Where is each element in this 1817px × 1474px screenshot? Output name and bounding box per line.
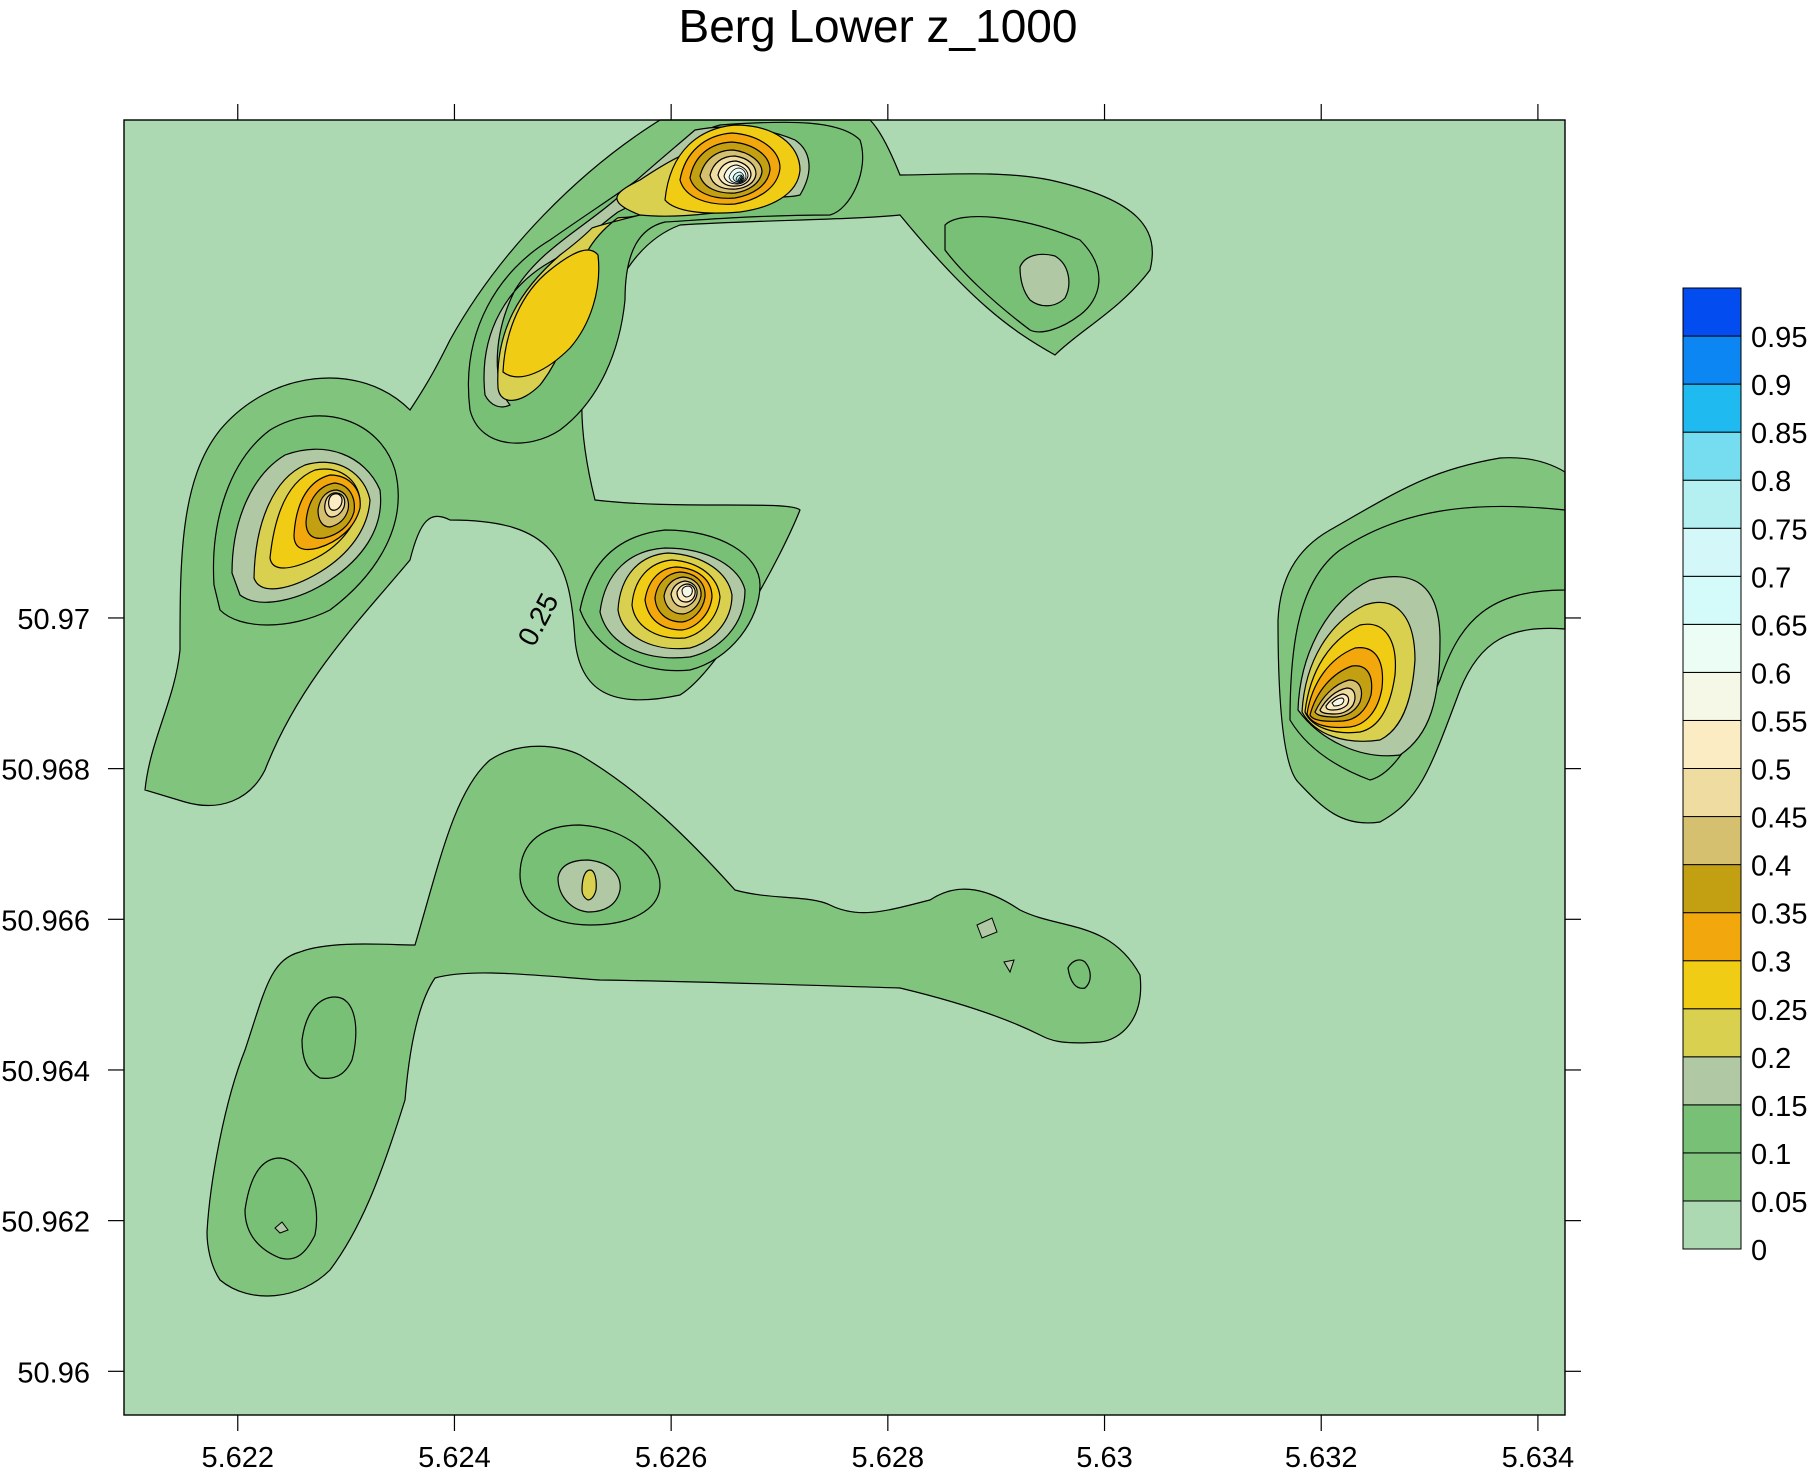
y-tick-label: 50.966 (1, 905, 90, 937)
legend-swatch (1682, 335, 1742, 385)
axes: 5.622 5.624 5.626 5.628 5.63 5.632 5.634 50.96 5… (1, 104, 1581, 1474)
legend-swatch (1682, 1008, 1742, 1058)
x-tick-label: 5.622 (201, 1442, 274, 1474)
legend-label: 0.75 (1751, 514, 1807, 546)
region-north-small (1019, 253, 1070, 307)
legend-label: 0 (1751, 1235, 1767, 1267)
contour-band-high (728, 167, 747, 184)
region-south-dot (581, 869, 597, 901)
legend-swatch (1682, 1200, 1742, 1250)
region-nw-h (328, 493, 343, 511)
y-tick-label: 50.97 (17, 604, 90, 636)
island-b (1003, 959, 1015, 974)
region-ne-c (502, 249, 600, 378)
legend-label: 0.4 (1751, 851, 1791, 883)
legend-swatch (1682, 287, 1742, 337)
legend-label: 0.35 (1751, 899, 1807, 931)
y-tick-label: 50.962 (1, 1207, 90, 1239)
region-east-i (1331, 697, 1345, 707)
legend-swatch (1682, 671, 1742, 721)
island-a (976, 917, 998, 939)
legend-swatch (1682, 719, 1742, 770)
legend-swatch (1682, 431, 1742, 481)
legend-label: 0.5 (1751, 755, 1791, 787)
legend-swatch (1682, 912, 1742, 962)
x-tick-label: 5.63 (1076, 1442, 1132, 1474)
region-south-west-a (301, 996, 357, 1080)
legend-label: 0.55 (1751, 706, 1807, 738)
region-mid-i (681, 585, 693, 598)
contour-islands (274, 917, 1015, 1234)
island-c (274, 1221, 289, 1234)
legend-label: 0.05 (1751, 1187, 1807, 1219)
legend-swatch (1682, 864, 1742, 914)
legend-swatch (1682, 479, 1742, 529)
legend-swatch (1682, 527, 1742, 577)
legend: 0 0.05 0.1 0.15 0.2 0.25 0.3 0.35 0.4 0.45 0.5 0.55… (1682, 287, 1807, 1267)
legend-swatch (1682, 575, 1742, 625)
x-tick-label: 5.628 (852, 1442, 925, 1474)
legend-swatch (1682, 816, 1742, 866)
legend-swatch (1682, 623, 1742, 673)
legend-swatch (1682, 960, 1742, 1010)
legend-label: 0.15 (1751, 1091, 1807, 1123)
y-tick-label: 50.96 (17, 1357, 90, 1389)
y-tick-label: 50.964 (1, 1056, 90, 1088)
region-south (206, 745, 1142, 1297)
legend-swatch (1682, 1152, 1742, 1202)
plot-frame (123, 119, 1566, 1416)
region-dot-a (1067, 959, 1091, 989)
chart-title: Berg Lower z_1000 (679, 0, 1078, 52)
x-tick-label: 5.624 (418, 1442, 491, 1474)
x-tick-label: 5.632 (1285, 1442, 1358, 1474)
legend-label: 0.45 (1751, 803, 1807, 835)
legend-swatch (1682, 383, 1742, 433)
legend-label: 0.85 (1751, 418, 1807, 450)
x-tick-label: 5.634 (1502, 1442, 1575, 1474)
legend-label: 0.25 (1751, 995, 1807, 1027)
legend-swatch (1682, 768, 1742, 818)
legend-label: 0.7 (1751, 562, 1791, 594)
legend-label: 0.95 (1751, 322, 1807, 354)
y-tick-label: 50.968 (1, 755, 90, 787)
legend-label: 0.2 (1751, 1043, 1791, 1075)
legend-label: 0.8 (1751, 466, 1791, 498)
legend-swatch (1682, 1104, 1742, 1154)
region-peak-090 (739, 178, 743, 184)
legend-label: 0.9 (1751, 370, 1791, 402)
region-south-west-b (244, 1157, 318, 1260)
x-tick-label: 5.626 (635, 1442, 708, 1474)
legend-label: 0.1 (1751, 1139, 1791, 1171)
legend-label: 0.6 (1751, 658, 1791, 690)
legend-label: 0.3 (1751, 947, 1791, 979)
legend-label: 0.65 (1751, 610, 1807, 642)
legend-swatch (1682, 1056, 1742, 1106)
plot-area: 0.25 (123, 119, 1566, 1416)
